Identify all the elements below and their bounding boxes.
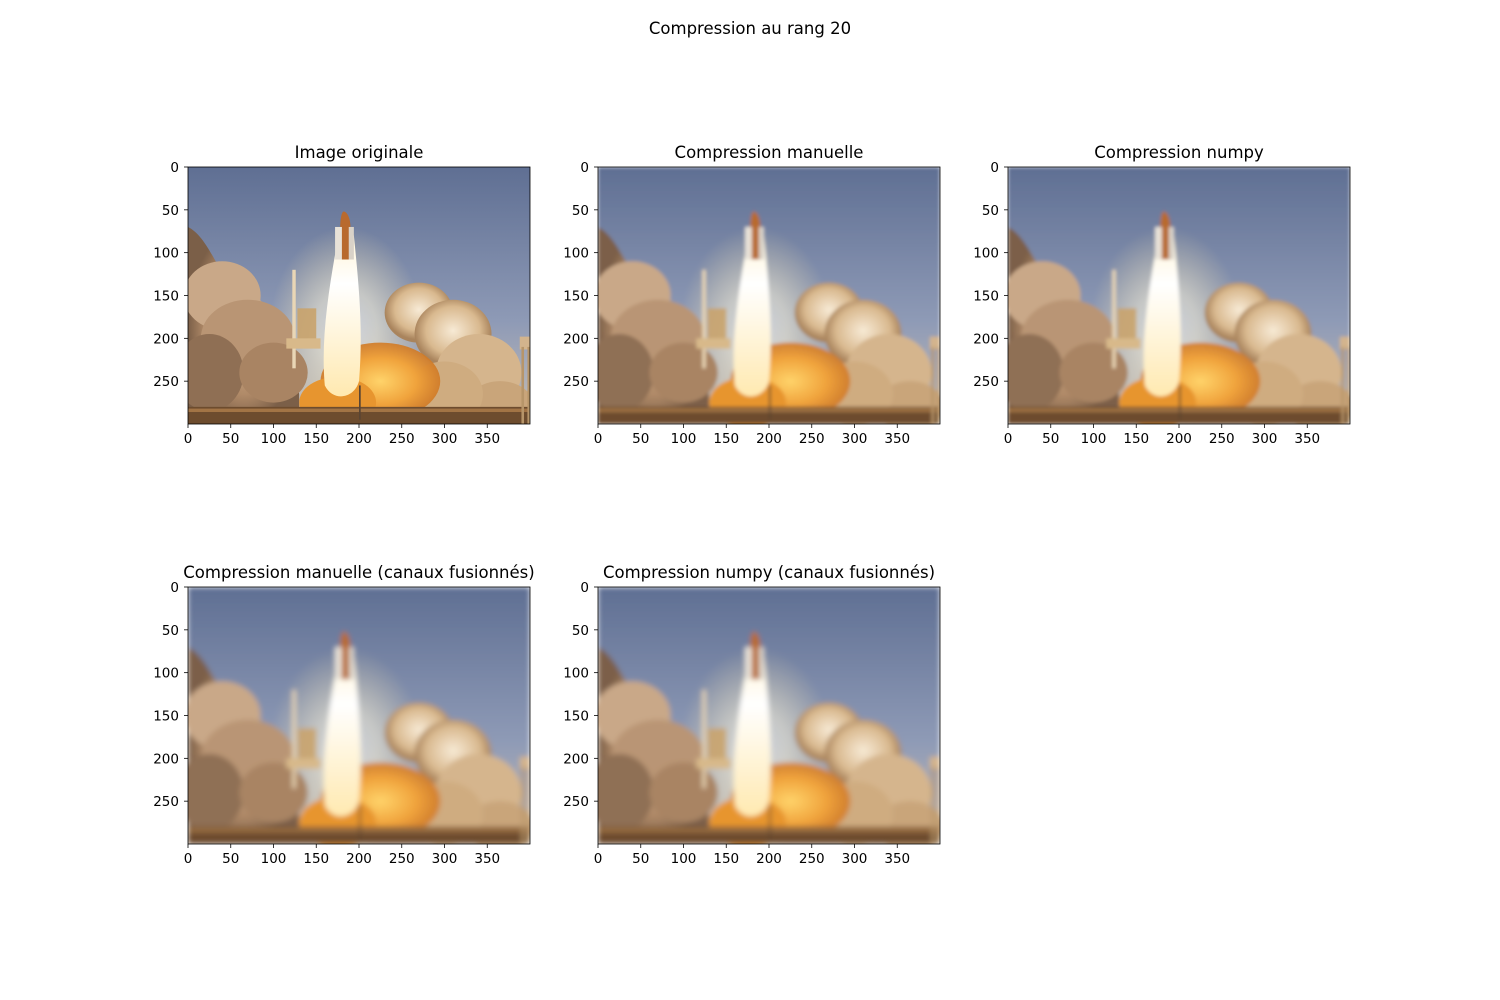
x-tick-label: 100 xyxy=(671,431,697,447)
x-tick-label: 200 xyxy=(756,431,782,447)
y-tick-label: 250 xyxy=(563,374,589,390)
x-tick-label: 0 xyxy=(1004,431,1013,447)
y-tick-label: 100 xyxy=(153,246,179,262)
figure-suptitle: Compression au rang 20 xyxy=(649,19,851,38)
image-compressed xyxy=(598,167,940,424)
x-tick-label: 150 xyxy=(713,851,739,867)
x-tick-label: 250 xyxy=(389,851,415,867)
subplot-title: Compression numpy xyxy=(1094,143,1264,162)
y-tick-label: 200 xyxy=(153,751,179,767)
x-tick-label: 250 xyxy=(389,431,415,447)
y-tick-label: 200 xyxy=(563,331,589,347)
y-tick-label: 50 xyxy=(572,203,589,219)
subplot-1: Image originale 0 50 100 150 200 250 300 350 0 50 1… xyxy=(153,143,531,447)
x-tick-label: 50 xyxy=(632,431,649,447)
x-tick-label: 150 xyxy=(303,431,329,447)
x-tick-label: 350 xyxy=(474,431,500,447)
y-tick-label: 0 xyxy=(580,160,589,176)
y-tick-label: 100 xyxy=(563,666,589,682)
x-tick-label: 300 xyxy=(842,431,868,447)
x-tick-label: 250 xyxy=(1209,431,1235,447)
x-tick-label: 250 xyxy=(799,431,825,447)
x-tick-label: 350 xyxy=(1294,431,1320,447)
y-tick-label: 200 xyxy=(973,331,999,347)
x-tick-label: 50 xyxy=(1042,431,1059,447)
y-tick-label: 200 xyxy=(153,331,179,347)
image-compressed xyxy=(1008,167,1350,424)
x-tick-label: 300 xyxy=(432,851,458,867)
x-tick-label: 50 xyxy=(222,431,239,447)
y-tick-label: 50 xyxy=(162,203,179,219)
y-tick-label: 100 xyxy=(973,246,999,262)
y-tick-label: 0 xyxy=(990,160,999,176)
y-tick-label: 50 xyxy=(982,203,999,219)
x-tick-label: 300 xyxy=(432,431,458,447)
x-tick-label: 100 xyxy=(1081,431,1107,447)
y-tick-label: 100 xyxy=(563,246,589,262)
x-tick-label: 50 xyxy=(222,851,239,867)
x-tick-label: 0 xyxy=(184,851,193,867)
x-tick-label: 300 xyxy=(1252,431,1278,447)
x-tick-label: 0 xyxy=(594,431,603,447)
subplot-title: Compression manuelle (canaux fusionnés) xyxy=(183,563,534,582)
subplot-title: Compression manuelle xyxy=(675,143,864,162)
x-tick-label: 150 xyxy=(303,851,329,867)
x-tick-label: 100 xyxy=(261,851,287,867)
y-tick-label: 50 xyxy=(162,623,179,639)
y-tick-label: 150 xyxy=(153,289,179,305)
subplot-title: Image originale xyxy=(295,143,424,162)
x-tick-label: 0 xyxy=(594,851,603,867)
y-tick-label: 150 xyxy=(563,709,589,725)
y-tick-label: 250 xyxy=(973,374,999,390)
y-tick-label: 50 xyxy=(572,623,589,639)
x-tick-label: 350 xyxy=(884,851,910,867)
x-tick-label: 200 xyxy=(346,851,372,867)
x-tick-label: 200 xyxy=(756,851,782,867)
y-tick-label: 200 xyxy=(563,751,589,767)
y-tick-label: 250 xyxy=(153,374,179,390)
image-compressed-merged xyxy=(598,587,940,844)
x-tick-label: 150 xyxy=(713,431,739,447)
subplot-4: Compression manuelle (canaux fusionnés)0… xyxy=(153,563,535,867)
subplot-2: Compression manuelle 0 50 100 150 200 250 300 35… xyxy=(563,143,941,447)
y-tick-label: 250 xyxy=(563,794,589,810)
subplot-3: Compression numpy 0 50 100 150 200 250 300 350 0 5… xyxy=(973,143,1351,447)
y-tick-label: 250 xyxy=(153,794,179,810)
x-tick-label: 200 xyxy=(346,431,372,447)
x-tick-label: 250 xyxy=(799,851,825,867)
x-tick-label: 350 xyxy=(474,851,500,867)
image-original xyxy=(188,167,530,424)
y-tick-label: 0 xyxy=(170,160,179,176)
x-tick-label: 100 xyxy=(261,431,287,447)
y-tick-label: 150 xyxy=(563,289,589,305)
subplot-5: Compression numpy (canaux fusionnés) 0 50 1… xyxy=(563,563,941,867)
y-tick-label: 150 xyxy=(973,289,999,305)
x-tick-label: 300 xyxy=(842,851,868,867)
x-tick-label: 50 xyxy=(632,851,649,867)
y-tick-label: 0 xyxy=(580,580,589,596)
x-tick-label: 200 xyxy=(1166,431,1192,447)
y-tick-label: 150 xyxy=(153,709,179,725)
image-compressed-merged xyxy=(188,587,530,844)
x-tick-label: 0 xyxy=(184,431,193,447)
x-tick-label: 150 xyxy=(1123,431,1149,447)
x-tick-label: 350 xyxy=(884,431,910,447)
y-tick-label: 100 xyxy=(153,666,179,682)
y-tick-label: 0 xyxy=(170,580,179,596)
subplot-title: Compression numpy (canaux fusionnés) xyxy=(603,563,935,582)
x-tick-label: 100 xyxy=(671,851,697,867)
